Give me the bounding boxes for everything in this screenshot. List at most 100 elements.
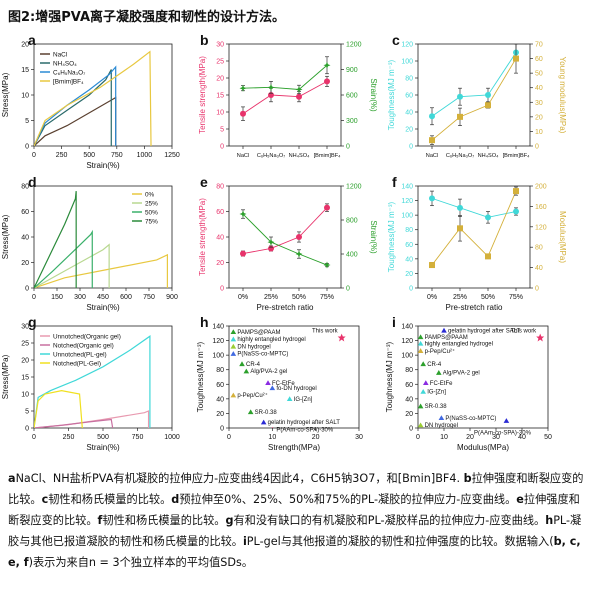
y2-tick-label: 0 [535, 286, 539, 293]
caption-panel-letter: d [171, 493, 180, 506]
data-point [286, 396, 293, 402]
data-point [457, 113, 463, 120]
x-tick-label: 0 [32, 434, 36, 441]
y-tick-label: 100 [401, 353, 413, 360]
point-label: fo-DN hydrogel [276, 386, 316, 392]
y2-tick-label: 400 [346, 252, 358, 259]
y2-tick-label: 30 [535, 100, 543, 107]
x-axis-label: Pre-stretch ratio [257, 303, 314, 312]
panel-letter: a [28, 32, 36, 48]
caption-text: 拉伸强度和断裂应变的比较。 [8, 493, 580, 527]
plot-area [429, 186, 519, 269]
y-axis-label: Stress(MPa) [1, 354, 10, 399]
series-line-50- [34, 229, 93, 288]
y-tick-label: 20 [216, 76, 224, 83]
x-tick-label: C₆H₅Na₃O₇ [446, 153, 474, 159]
x-tick-label: NH₄SO₄ [289, 153, 310, 159]
caption-panel-letter: c [41, 493, 49, 506]
x-tick-label: 10 [440, 434, 448, 441]
data-point [296, 234, 302, 240]
x-tick-label: 75% [509, 294, 523, 301]
legend-entry: Unnotched(PL-gel) [53, 352, 107, 359]
data-point [429, 113, 435, 120]
plot-frame [228, 325, 360, 429]
panel-c: c 0 20 40 60 80 100 120 0 10 20 30 40 50 60 70 Young mod… [387, 32, 567, 159]
data-point [240, 110, 246, 117]
legend-entry: 25% [145, 201, 158, 208]
y-tick-label: 30 [216, 42, 224, 49]
y-tick-label: 20 [405, 411, 413, 418]
y-axis-label: Toughness(MJ m⁻³) [196, 341, 205, 412]
y-tick-label: 60 [216, 209, 224, 216]
y-tick-label: 120 [401, 42, 413, 49]
plot-frame [228, 185, 342, 289]
y-tick-label: 60 [21, 209, 29, 216]
point-label: gelatin hydrogel after SALT [268, 420, 341, 426]
y-tick-label: 20 [216, 260, 224, 267]
x-tick-label: NaCl [237, 153, 249, 159]
plot-area [239, 203, 331, 269]
caption-panel-letter: e [516, 493, 524, 506]
y-axis-label: Toughness(MJ m⁻³) [385, 341, 394, 412]
caption-panel-letter: i [242, 535, 247, 548]
x-tick-label: 250 [56, 152, 68, 159]
plot-frame [228, 43, 342, 147]
data-point [436, 370, 442, 375]
panel-letter: h [200, 314, 209, 330]
y-tick-label: 5 [25, 118, 29, 125]
data-point [513, 55, 519, 62]
x-axis-label: Pre-stretch ratio [446, 303, 503, 312]
point-label: CR-4 [246, 362, 261, 368]
y-tick-label: 0 [409, 144, 413, 151]
data-point [323, 261, 331, 269]
data-point [485, 214, 491, 221]
panel-letter: g [28, 314, 37, 330]
data-point [485, 253, 491, 260]
y2-tick-label: 200 [535, 184, 547, 191]
data-point [230, 392, 237, 398]
point-label: P(NaSS-co-MPTC) [237, 352, 288, 358]
legend-entry: [Bmim]BF₄ [53, 79, 84, 86]
y-tick-label: 140 [401, 184, 413, 191]
series-line-unnotched-pl-gel- [34, 335, 151, 428]
y-axis-label: Toughness(MJ m⁻³) [387, 201, 396, 272]
y2-tick-label: 600 [346, 93, 358, 100]
data-point [457, 204, 463, 211]
y-tick-label: 0 [220, 426, 224, 433]
series-line-0- [34, 253, 168, 288]
y-tick-label: 80 [405, 367, 413, 374]
y2-tick-label: 20 [535, 114, 543, 121]
data-point [441, 327, 447, 333]
data-point [423, 380, 429, 386]
y2-tick-label: 300 [346, 118, 358, 125]
data-point [420, 361, 426, 367]
y-axis-label: Toughness(MJ m⁻³) [387, 59, 396, 130]
data-point [485, 92, 491, 98]
point-label: P(AAm-co-SPA)-30% [474, 430, 532, 436]
data-point [503, 418, 510, 423]
x-tick-label: 10 [268, 434, 276, 441]
point-label: p-Pep/Cu²⁺ [425, 348, 456, 355]
data-point [324, 204, 330, 211]
panel-letter: i [392, 314, 396, 330]
x-tick-label: 900 [166, 294, 178, 301]
series-line--bmim-bf4 [34, 50, 152, 146]
y-tick-label: 25 [216, 59, 224, 66]
panel-g: g 0 5 10 15 20 25 30 0 250 500 750 1000 Strain(%) Stre… [1, 314, 180, 452]
figure-caption: aNaCl、NH盐析PVA有机凝胶的拉伸应力-应变曲线4因此4，C6H5钠3O7… [8, 468, 586, 573]
panel-f: f 0 20 40 60 80 100 120 140 0 40 80 120 160 200 Modulus… [387, 174, 567, 312]
series-line-25- [34, 243, 110, 288]
data-point [513, 208, 519, 215]
x-tick-label: 50% [481, 294, 495, 301]
data-point [267, 83, 275, 91]
point-label: highly entangled hydrogel [425, 341, 493, 347]
y-tick-label: 40 [405, 110, 413, 117]
y-tick-label: 20 [405, 271, 413, 278]
y2-tick-label: 1200 [346, 42, 362, 49]
data-point [429, 195, 435, 202]
x-tick-label: 1000 [137, 152, 153, 159]
x-tick-label: 25% [264, 294, 278, 301]
y2-axis-label: Modulus(MPa) [558, 211, 567, 263]
series-line-75- [34, 191, 77, 288]
y-axis-label: Stress(MPa) [1, 214, 10, 259]
